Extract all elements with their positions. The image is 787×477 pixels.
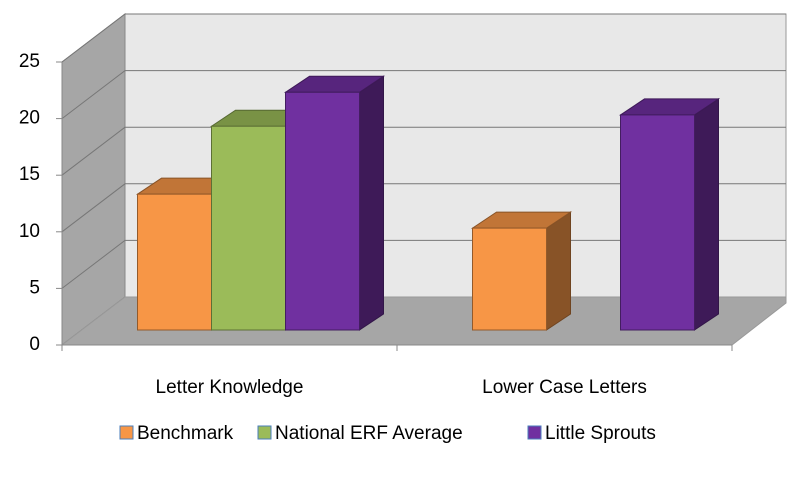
x-tick-label: Lower Case Letters [482,377,647,398]
bar-side [694,97,719,331]
legend-label: Benchmark [137,423,234,444]
legend-swatch [119,425,134,440]
bar [472,227,547,331]
bar [285,91,360,331]
y-tick-label: 15 [19,164,40,185]
bar-side [546,211,571,331]
legend-swatch [527,425,542,440]
bar-side [359,75,384,331]
grid-line [61,70,786,119]
y-tick-label: 5 [29,277,40,298]
grid-line [61,183,786,233]
y-tick-label: 10 [19,221,40,242]
x-tick-label: Letter Knowledge [156,377,304,398]
grid-line [61,13,786,63]
legend-label: National ERF Average [275,423,463,444]
y-tick-label: 25 [19,51,40,72]
bar [620,114,695,331]
bar [137,193,212,331]
side-wall [61,12,126,347]
legend-swatch [257,425,272,440]
y-tick-label: 0 [29,334,40,355]
legend-label: Little Sprouts [545,423,656,444]
y-tick-label: 20 [19,108,40,129]
grid-line [61,126,786,176]
bar [211,125,286,331]
